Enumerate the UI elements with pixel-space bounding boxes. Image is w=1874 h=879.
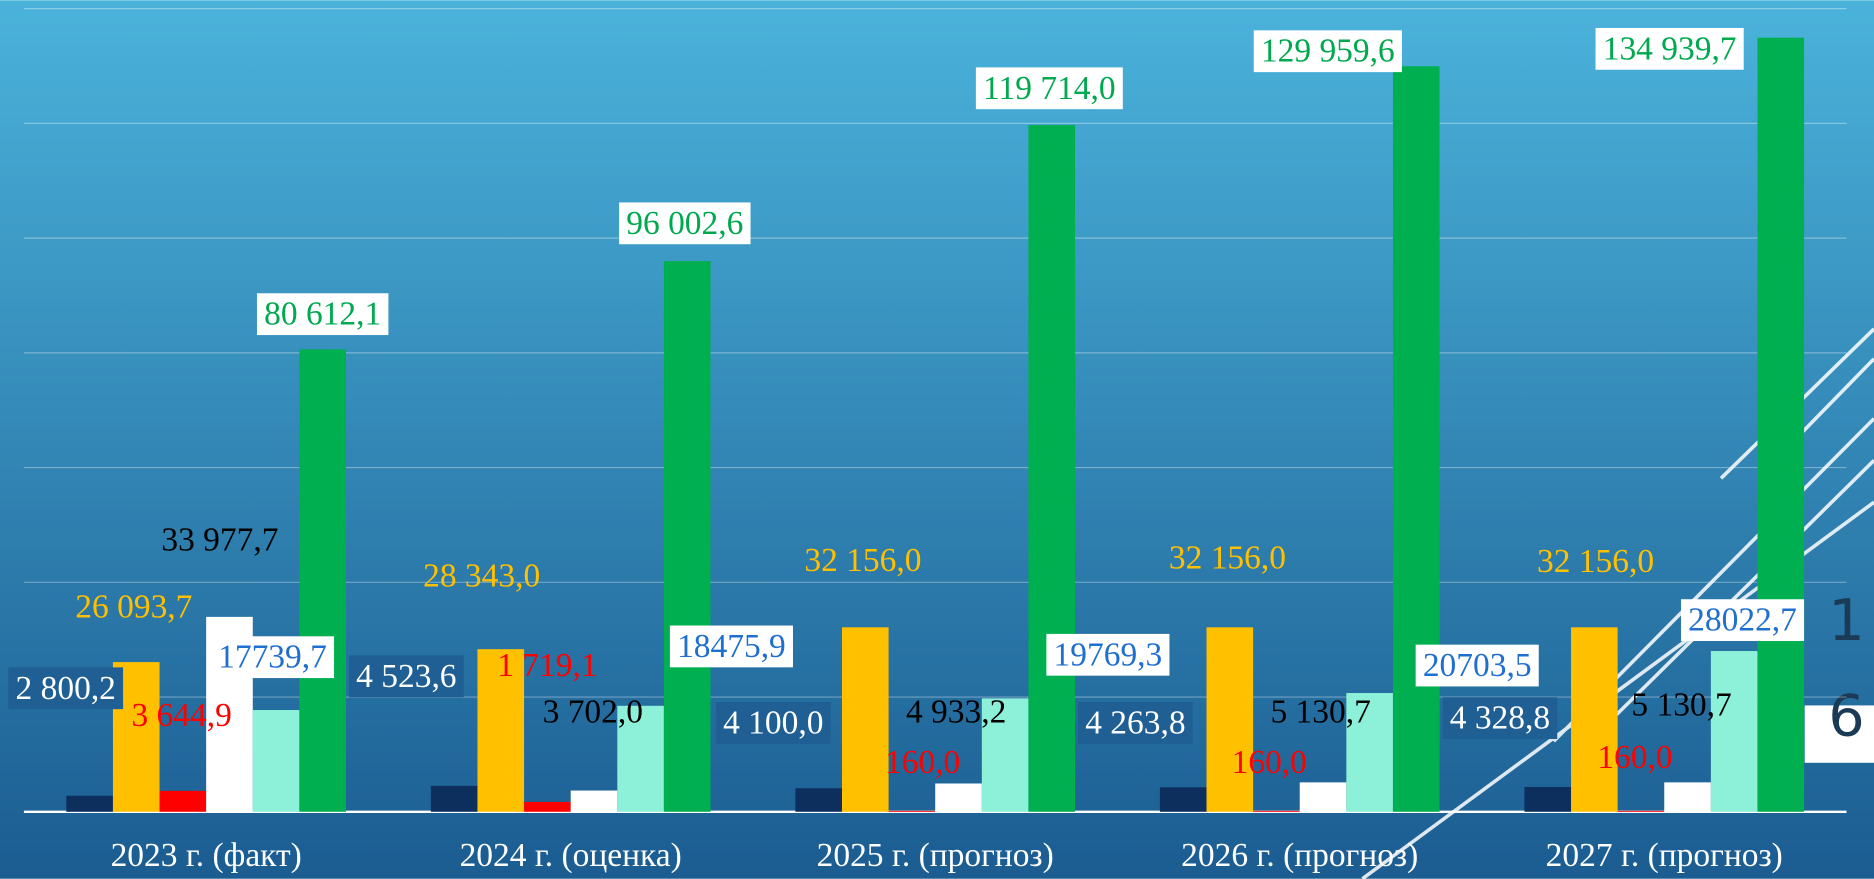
label-box (619, 202, 751, 245)
data-label: 28 343,0 (423, 557, 540, 594)
label-box (1595, 27, 1744, 70)
data-label: 32 156,0 (1537, 543, 1654, 580)
data-label: 17739,7 (218, 639, 327, 676)
bar (1524, 786, 1572, 812)
data-label: 20703,5 (1423, 647, 1532, 684)
data-label: 96 002,6 (626, 205, 743, 242)
x-tick-label: 2027 г. (прогноз) (1546, 837, 1783, 874)
data-label: 4 263,8 (1085, 704, 1185, 741)
data-label: 119 714,0 (983, 70, 1116, 107)
data-label: 5 130,7 (1631, 686, 1731, 723)
data-label: 33 977,7 (161, 522, 278, 559)
bar (663, 261, 711, 812)
bar (1664, 782, 1711, 812)
data-label: 160,0 (885, 744, 960, 781)
bar (1346, 693, 1393, 812)
bar (795, 788, 842, 812)
bar (935, 783, 982, 812)
data-label: 134 939,7 (1603, 30, 1737, 67)
x-tick-label: 2023 г. (факт) (111, 837, 302, 874)
bar (888, 810, 936, 812)
data-label: 18475,9 (677, 628, 786, 665)
label-box (210, 636, 335, 679)
bar (524, 801, 571, 812)
label-box (349, 655, 464, 698)
bar (252, 710, 300, 812)
slide-number: 6 (1828, 682, 1865, 749)
label-box (1680, 599, 1805, 642)
bar (841, 627, 889, 812)
data-label: 160,0 (1232, 744, 1307, 781)
x-tick-label: 2025 г. (прогноз) (817, 837, 1054, 874)
bar (159, 790, 207, 812)
bar (1206, 627, 1254, 812)
label-box (8, 667, 124, 710)
data-label: 4 523,6 (356, 658, 456, 695)
bar (299, 349, 346, 812)
data-label: 5 130,7 (1270, 694, 1370, 731)
label-box (669, 625, 793, 668)
data-label: 1 719,1 (497, 647, 597, 684)
bar (1159, 787, 1207, 812)
bar (1710, 651, 1758, 812)
data-label: 80 612,1 (264, 296, 381, 333)
label-box (256, 293, 389, 336)
label-box (975, 67, 1123, 110)
bar (1299, 782, 1347, 812)
data-label: 32 156,0 (804, 542, 921, 579)
data-label: 160,0 (1597, 739, 1672, 776)
bar (1571, 627, 1618, 812)
bar (1392, 66, 1440, 812)
data-label: 4 933,2 (906, 694, 1006, 731)
data-label: 28022,7 (1688, 602, 1797, 639)
label-box (1253, 30, 1402, 73)
bar (981, 698, 1029, 812)
data-label: 129 959,6 (1261, 33, 1395, 70)
x-tick-label: 2026 г. (прогноз) (1181, 837, 1418, 874)
data-label: 3 702,0 (543, 694, 643, 731)
label-box (1078, 702, 1193, 744)
slide-number: 1 (1828, 587, 1865, 654)
bar (617, 705, 664, 812)
data-label: 4 100,0 (723, 704, 823, 741)
bar (1757, 37, 1805, 812)
label-box (715, 702, 831, 744)
bar (430, 785, 478, 812)
data-label: 4 328,8 (1450, 700, 1550, 737)
label-box (1442, 697, 1558, 740)
data-label: 26 093,7 (75, 588, 192, 625)
data-label: 19769,3 (1054, 636, 1163, 673)
label-box (1415, 644, 1539, 687)
bar (1253, 810, 1300, 812)
x-tick-label: 2024 г. (оценка) (460, 837, 682, 874)
bar (1617, 810, 1665, 812)
data-label: 32 156,0 (1169, 539, 1286, 576)
label-box (1046, 633, 1170, 676)
slide-number-box (1804, 705, 1874, 763)
bar (477, 649, 525, 812)
bar (570, 790, 618, 812)
bar (1028, 125, 1076, 812)
data-label: 3 644,9 (131, 697, 231, 734)
data-label: 2 800,2 (16, 670, 116, 707)
bar (66, 795, 113, 812)
